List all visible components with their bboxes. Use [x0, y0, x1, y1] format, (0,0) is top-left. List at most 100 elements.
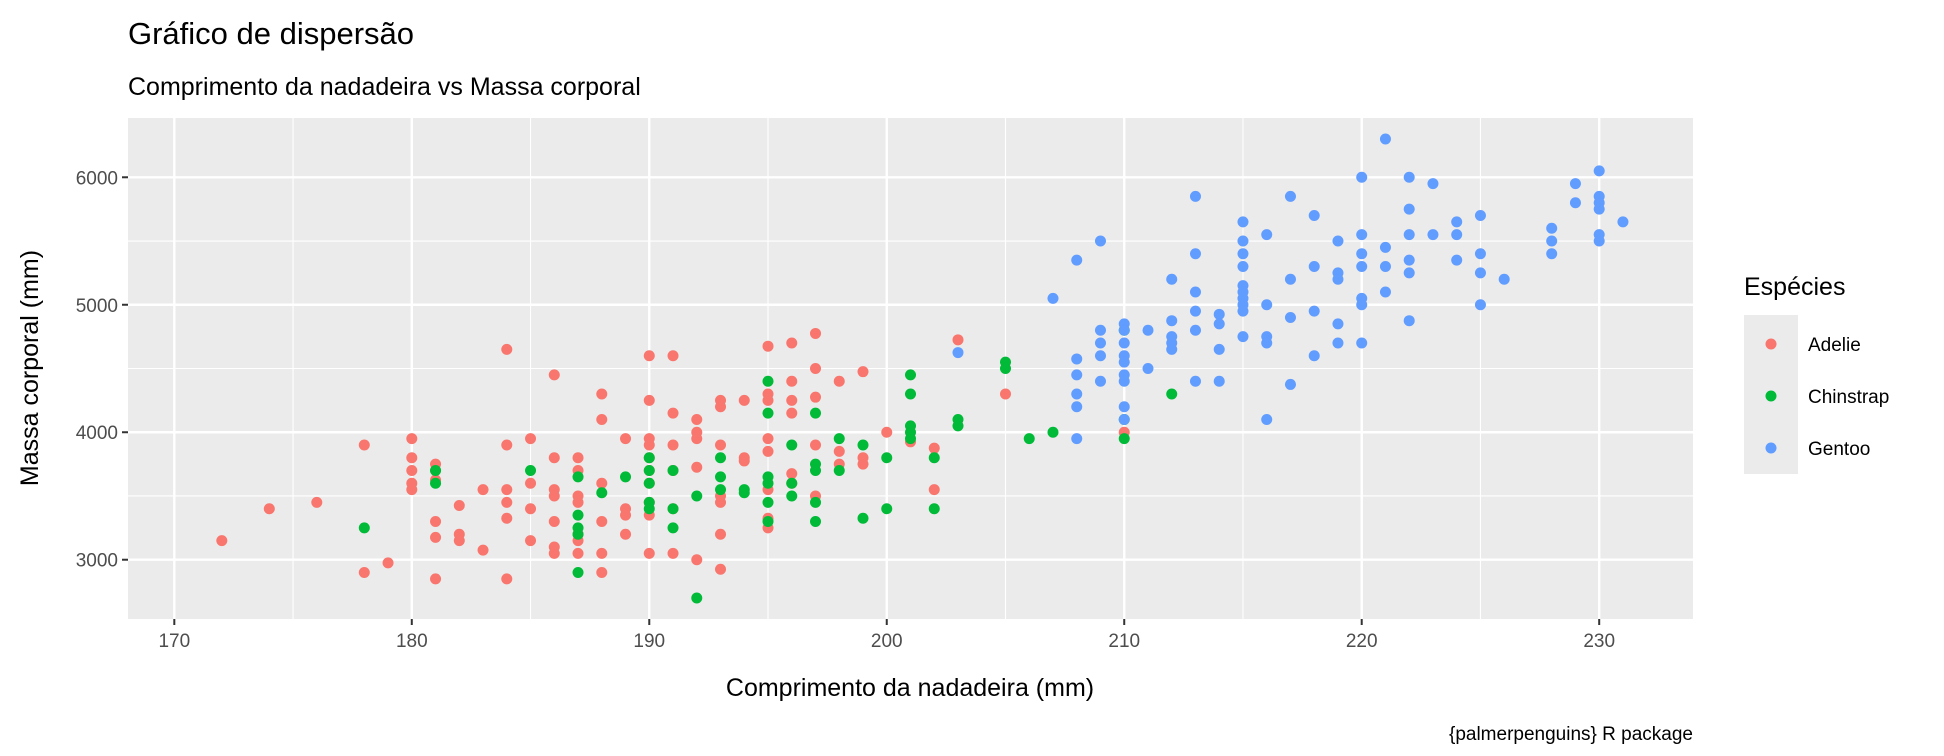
data-point-adelie — [453, 535, 465, 547]
data-point-adelie — [525, 433, 537, 445]
data-point-adelie — [263, 503, 275, 515]
data-point-chinstrap — [667, 464, 679, 476]
data-point-adelie — [572, 452, 584, 464]
data-point-gentoo — [1546, 222, 1558, 234]
data-point-adelie — [786, 468, 798, 480]
data-point-adelie — [620, 433, 632, 445]
data-point-adelie — [643, 394, 655, 406]
data-point-adelie — [667, 350, 679, 362]
data-point-adelie — [453, 500, 465, 512]
data-point-chinstrap — [857, 439, 869, 451]
data-point-gentoo — [1593, 165, 1605, 177]
data-point-adelie — [667, 547, 679, 559]
legend-title: Espécies — [1744, 273, 1845, 301]
data-point-adelie — [596, 515, 608, 527]
data-point-gentoo — [1546, 235, 1558, 247]
data-point-adelie — [430, 515, 442, 527]
data-point-adelie — [833, 445, 845, 457]
data-point-adelie — [596, 547, 608, 559]
data-point-gentoo — [1593, 235, 1605, 247]
legend-label-adelie: Adelie — [1808, 335, 1861, 356]
data-point-gentoo — [952, 347, 964, 359]
data-point-chinstrap — [691, 490, 703, 502]
data-point-adelie — [833, 375, 845, 387]
data-point-adelie — [786, 337, 798, 349]
data-point-chinstrap — [786, 477, 798, 489]
data-point-gentoo — [1071, 353, 1083, 365]
data-point-gentoo — [1379, 286, 1391, 298]
data-point-gentoo — [1308, 350, 1320, 362]
data-point-chinstrap — [691, 592, 703, 604]
data-point-gentoo — [1427, 178, 1439, 190]
data-point-adelie — [999, 388, 1011, 400]
data-point-chinstrap — [786, 490, 798, 502]
data-point-adelie — [406, 433, 418, 445]
data-point-adelie — [501, 512, 513, 524]
data-point-adelie — [786, 407, 798, 419]
data-point-adelie — [406, 484, 418, 496]
data-point-gentoo — [1237, 331, 1249, 343]
data-point-adelie — [691, 461, 703, 473]
data-point-gentoo — [1118, 375, 1130, 387]
data-point-gentoo — [1451, 229, 1463, 241]
data-point-adelie — [501, 573, 513, 585]
data-point-gentoo — [1356, 248, 1368, 260]
data-point-chinstrap — [715, 484, 727, 496]
data-point-gentoo — [1356, 229, 1368, 241]
data-point-chinstrap — [762, 477, 774, 489]
data-point-gentoo — [1189, 286, 1201, 298]
data-point-adelie — [548, 490, 560, 502]
data-point-gentoo — [1379, 261, 1391, 273]
data-point-gentoo — [1403, 229, 1415, 241]
chart-title: Gráfico de dispersão — [128, 16, 414, 51]
x-axis-ticks: 170 180 190 200 210 220 230 — [158, 619, 1615, 652]
data-point-gentoo — [1403, 267, 1415, 279]
data-point-gentoo — [1474, 267, 1486, 279]
data-point-chinstrap — [905, 388, 916, 400]
data-point-chinstrap — [1047, 426, 1059, 438]
data-point-gentoo — [1071, 433, 1083, 445]
data-point-gentoo — [1356, 171, 1368, 183]
data-point-chinstrap — [952, 420, 964, 432]
data-point-adelie — [572, 496, 584, 508]
data-point-chinstrap — [620, 471, 632, 483]
data-point-chinstrap — [810, 407, 822, 419]
data-point-gentoo — [1094, 324, 1106, 336]
data-point-gentoo — [1356, 337, 1368, 349]
legend-key-adelie — [1765, 338, 1777, 350]
data-point-gentoo — [1213, 318, 1225, 330]
data-point-adelie — [477, 544, 489, 556]
data-point-gentoo — [1166, 343, 1178, 355]
y-tick-label: 4000 — [76, 423, 118, 444]
data-point-chinstrap — [643, 477, 655, 489]
data-point-adelie — [525, 503, 537, 515]
data-point-gentoo — [1071, 401, 1083, 413]
data-point-adelie — [762, 394, 774, 406]
data-point-chinstrap — [430, 477, 442, 489]
data-point-gentoo — [1593, 203, 1605, 215]
data-point-gentoo — [1189, 324, 1201, 336]
x-tick-label: 170 — [158, 631, 190, 652]
data-point-adelie — [572, 547, 584, 559]
data-point-gentoo — [1379, 133, 1391, 145]
data-point-adelie — [596, 388, 608, 400]
chart-subtitle: Comprimento da nadadeira vs Massa corpor… — [128, 73, 641, 101]
data-point-gentoo — [1569, 178, 1581, 190]
legend-key-gentoo — [1765, 442, 1777, 454]
data-point-gentoo — [1379, 241, 1391, 253]
data-point-adelie — [501, 343, 513, 355]
data-point-adelie — [857, 458, 869, 470]
data-point-gentoo — [1166, 273, 1178, 285]
data-point-adelie — [810, 391, 822, 403]
data-point-adelie — [311, 496, 323, 508]
data-point-chinstrap — [667, 503, 679, 515]
data-point-gentoo — [1356, 299, 1368, 311]
data-point-chinstrap — [905, 433, 916, 445]
data-point-chinstrap — [810, 515, 822, 527]
data-point-adelie — [715, 563, 727, 575]
data-point-chinstrap — [762, 375, 774, 387]
data-point-gentoo — [1261, 299, 1273, 311]
data-point-gentoo — [1308, 210, 1320, 222]
legend-items: Adelie Chinstrap Gentoo — [1765, 335, 1889, 460]
data-point-chinstrap — [430, 464, 442, 476]
